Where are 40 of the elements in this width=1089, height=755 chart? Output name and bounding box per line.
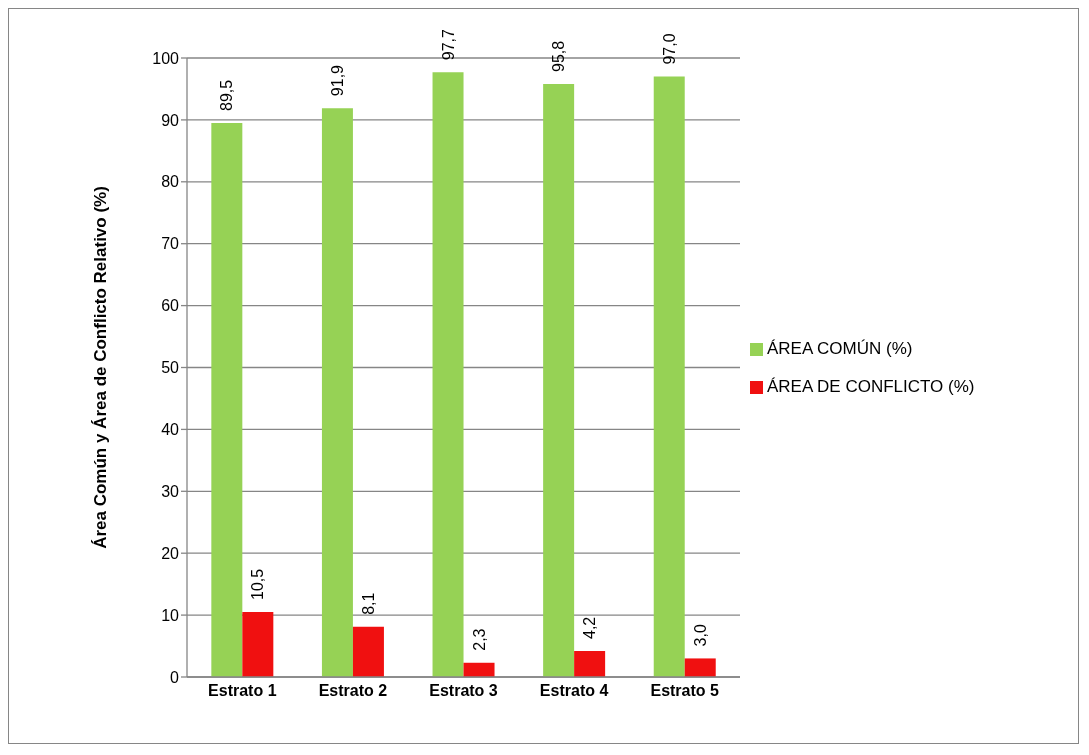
- y-tick-label: 50: [161, 359, 180, 377]
- x-tick-label: Estrato 3: [429, 682, 498, 700]
- bar: [463, 662, 495, 677]
- bar: [352, 626, 384, 677]
- y-tick-label: 30: [161, 482, 180, 500]
- y-axis-title: Área Común y Área de Conflicto Relativo (%): [90, 186, 110, 549]
- x-tick-label: Estrato 2: [318, 682, 388, 700]
- data-label: 95,8: [550, 40, 568, 72]
- data-label: 8,1: [359, 592, 377, 615]
- bar: [211, 123, 243, 677]
- legend-label: ÁREA COMÚN (%): [767, 338, 913, 358]
- data-label: 10,5: [249, 568, 267, 601]
- y-tick-label: 100: [152, 49, 180, 67]
- bar: [321, 108, 353, 677]
- data-label: 97,7: [439, 28, 457, 61]
- bar: [574, 651, 606, 677]
- x-tick-label: Estrato 5: [650, 682, 720, 700]
- chart-border: ÁREA COMÚN (%) ÁREA DE CONFLICTO (%) Área Común y Área de Conflicto Relativo (%) Estrato 1 Estrato 2 Estrato 3 Estrato 4 Estrato 5 0 10 20 30 40 50 60 70 80 90 100 89,5 91,9 97,7 95,8 97,0 10,5 8,1 2,3 4,2 3,0: [8, 8, 1079, 744]
- bar: [242, 612, 274, 677]
- x-tick-label: Estrato 4: [539, 682, 609, 700]
- y-tick-label: 10: [161, 606, 180, 624]
- data-label: 2,3: [470, 628, 488, 651]
- legend-label: ÁREA DE CONFLICTO (%): [767, 376, 975, 396]
- bar: [543, 84, 575, 677]
- y-tick-label: 20: [161, 544, 180, 562]
- bar: [684, 658, 716, 677]
- y-tick-label: 70: [161, 235, 180, 253]
- data-label: 4,2: [581, 616, 599, 639]
- y-tick-label: 0: [170, 668, 180, 686]
- data-label: 89,5: [218, 79, 236, 111]
- data-label: 97,0: [660, 33, 678, 65]
- bar: [432, 72, 464, 677]
- data-label: 3,0: [691, 624, 709, 647]
- x-tick-label: Estrato 1: [208, 682, 277, 700]
- y-tick-label: 80: [161, 173, 180, 191]
- y-tick-label: 60: [161, 297, 180, 315]
- bar: [653, 76, 685, 677]
- y-tick-label: 40: [161, 421, 180, 439]
- y-tick-label: 90: [161, 111, 180, 129]
- data-label: 91,9: [328, 64, 346, 97]
